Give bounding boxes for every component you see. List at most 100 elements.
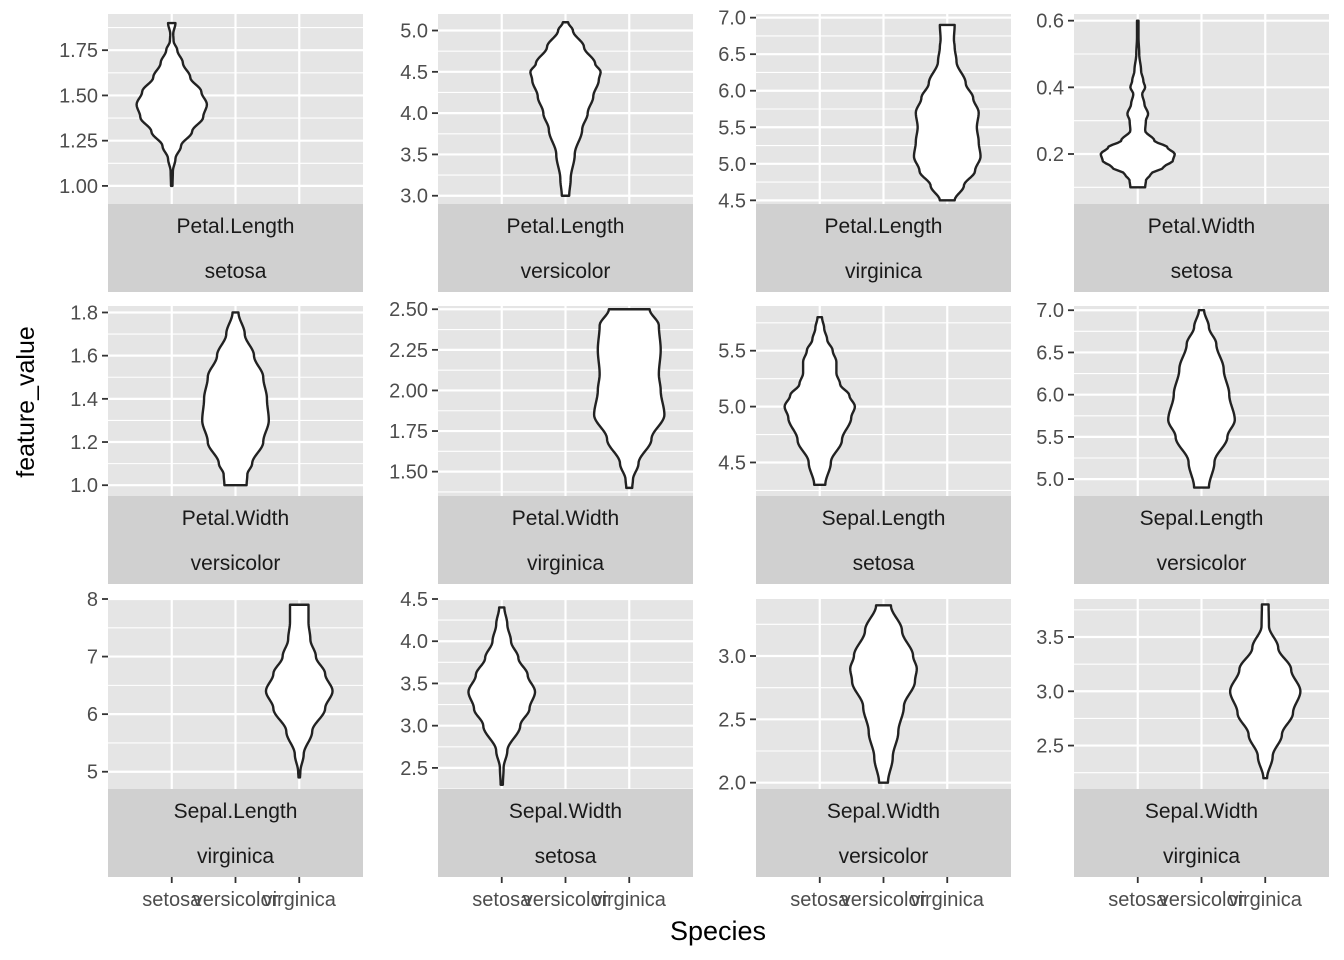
violin-shape [783, 315, 857, 487]
facet-panel: 2.5 3.0 3.5 Sepal.Width virginica setosaversi… [1036, 599, 1329, 911]
y-tick-label: 2.50 [389, 299, 428, 321]
y-tick-label: 8 [87, 589, 98, 611]
strip-label-species: versicolor [521, 260, 611, 283]
y-tick-label: 0.2 [1036, 144, 1064, 166]
y-tick-label: 1.50 [389, 462, 428, 484]
x-tick-label: setosa [142, 889, 202, 911]
violin-shape [912, 23, 982, 202]
strip-label-species: virginica [1163, 845, 1240, 868]
strip-label-feature: Sepal.Length [1140, 507, 1264, 530]
y-tick-label: 5.0 [718, 397, 746, 419]
facet-strip [438, 496, 693, 584]
violin-shape [1228, 603, 1302, 780]
y-tick-label: 6.5 [1036, 342, 1064, 364]
y-tick-label: 1.2 [70, 432, 98, 454]
y-tick-label: 2.0 [718, 773, 746, 795]
strip-label-species: virginica [527, 552, 604, 575]
y-tick-label: 5 [87, 762, 98, 784]
y-tick-label: 1.00 [59, 176, 98, 198]
y-tick-label: 4.0 [400, 631, 428, 653]
strip-label-species: setosa [535, 845, 597, 868]
y-tick-label: 1.4 [70, 389, 98, 411]
strip-label-species: setosa [853, 552, 915, 575]
strip-label-feature: Petal.Width [182, 507, 289, 530]
strip-label-species: versicolor [839, 845, 929, 868]
y-tick-label: 5.0 [1036, 469, 1064, 491]
y-tick-label: 3.0 [400, 716, 428, 738]
violin-shape [529, 21, 602, 197]
strip-label-feature: Sepal.Length [174, 800, 298, 823]
y-tick-label: 4.5 [718, 190, 746, 212]
y-tick-label: 7 [87, 647, 98, 669]
strip-label-feature: Petal.Length [507, 215, 625, 238]
x-tick-label: virginica [911, 889, 985, 911]
y-tick-label: 0.4 [1036, 77, 1064, 99]
facet-panel: 1.00 1.25 1.50 1.75 Petal.Length setosa [59, 14, 363, 292]
y-axis-title: feature_value [12, 326, 40, 478]
strip-label-species: versicolor [1157, 552, 1247, 575]
y-tick-label: 3.5 [400, 144, 428, 166]
x-tick-label: versicolor [523, 889, 609, 911]
x-tick-label: setosa [472, 889, 532, 911]
y-tick-label: 1.8 [70, 302, 98, 324]
strip-label-feature: Petal.Width [512, 507, 619, 530]
y-tick-label: 6 [87, 704, 98, 726]
strip-label-species: virginica [845, 260, 922, 283]
violin-shape [849, 604, 918, 784]
strip-label-species: setosa [205, 260, 267, 283]
facet-strip [108, 789, 363, 877]
violin-shape [264, 603, 334, 779]
x-tick-label: versicolor [193, 889, 279, 911]
x-tick-label: setosa [790, 889, 850, 911]
x-axis-title: Species [670, 916, 766, 946]
x-tick-label: versicolor [1159, 889, 1245, 911]
strip-label-feature: Sepal.Width [1145, 800, 1258, 823]
facet-panel: 4.5 5.0 5.5 Sepal.Length setosa [718, 306, 1011, 584]
strip-label-feature: Sepal.Length [822, 507, 946, 530]
y-tick-label: 1.25 [59, 131, 98, 153]
facet-panel: 2.02.53.0Sepal.Widthversicolorsetosavers… [718, 599, 1011, 911]
y-tick-label: 5.5 [718, 341, 746, 363]
strip-label-feature: Sepal.Width [509, 800, 622, 823]
y-tick-label: 4.5 [400, 589, 428, 611]
y-tick-label: 5.0 [400, 21, 428, 43]
facet-strip [756, 204, 1011, 292]
y-tick-label: 6.5 [718, 44, 746, 66]
y-tick-label: 2.00 [389, 380, 428, 402]
facet-panel: 4.5 5.0 5.5 6.0 6.5 7.0 Petal.Length virginica [718, 8, 1011, 292]
x-tick-label: virginica [593, 889, 667, 911]
y-tick-label: 0.6 [1036, 11, 1064, 33]
facet-panel: 3.0 3.5 4.0 4.5 5.0 Petal.Length versicolor [400, 14, 693, 292]
facet-panels: 1.001.251.501.75Petal.Lengthsetosa3.03.5… [59, 8, 1329, 911]
facet-panel: 1.50 1.75 2.00 2.25 2.50 Petal.Width virginica [389, 299, 693, 584]
y-tick-label: 4.5 [400, 62, 428, 84]
strip-label-feature: Petal.Length [177, 215, 295, 238]
violin-shape [201, 311, 270, 487]
y-tick-label: 1.75 [389, 421, 428, 443]
y-tick-label: 6.0 [718, 81, 746, 103]
y-tick-label: 1.75 [59, 40, 98, 62]
violin-shape [135, 21, 209, 188]
y-tick-label: 2.25 [389, 340, 428, 362]
strip-label-feature: Petal.Length [825, 215, 943, 238]
facet-panel: 5.0 5.5 6.0 6.5 7.0 Sepal.Length versicolor [1036, 300, 1329, 584]
strip-label-species: setosa [1171, 260, 1233, 283]
facet-strip [756, 789, 1011, 877]
violin-shape [467, 606, 537, 786]
y-tick-label: 6.0 [1036, 385, 1064, 407]
y-tick-label: 2.5 [400, 758, 428, 780]
y-tick-label: 2.5 [1036, 736, 1064, 758]
facet-panel: 5 6 7 8 Sepal.Length virginica setosaversicolo… [87, 589, 363, 911]
facet-strip [438, 789, 693, 877]
x-tick-label: versicolor [841, 889, 927, 911]
y-tick-label: 3.0 [718, 646, 746, 668]
violin-shape [1167, 309, 1236, 489]
y-tick-label: 7.0 [1036, 300, 1064, 322]
x-tick-label: virginica [1229, 889, 1303, 911]
strip-label-species: virginica [197, 845, 274, 868]
y-tick-label: 3.0 [1036, 681, 1064, 703]
y-tick-label: 1.6 [70, 346, 98, 368]
facet-strip [108, 496, 363, 584]
facet-panel: 2.53.03.54.04.5Sepal.Widthsetosasetosave… [400, 589, 693, 911]
